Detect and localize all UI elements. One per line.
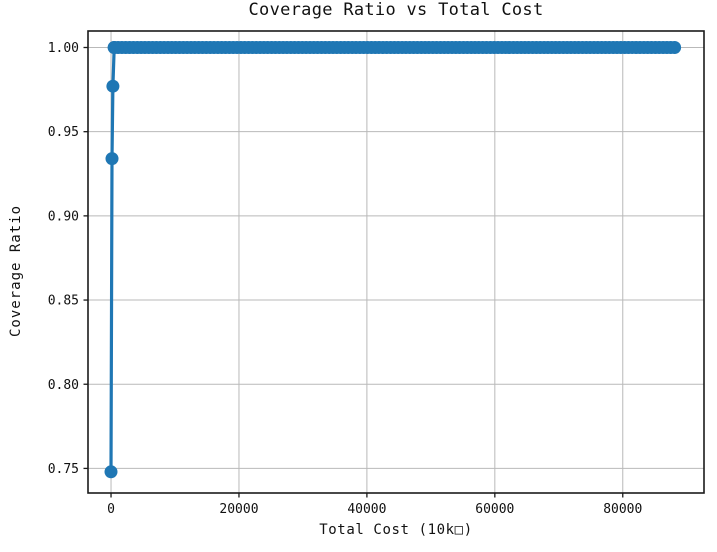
data-marker [104, 465, 118, 479]
data-marker [668, 41, 682, 54]
y-tick-label: 0.80 [48, 378, 79, 393]
x-tick-label: 60000 [475, 502, 514, 517]
y-tick-label: 0.95 [48, 125, 79, 140]
data-marker [106, 79, 120, 93]
x-tick-label: 80000 [603, 502, 642, 517]
y-axis-label: Coverage Ratio [8, 204, 24, 338]
x-axis-label: Total Cost (10k□) [319, 522, 473, 538]
y-tick-label: 1.00 [48, 41, 79, 56]
x-tick-label: 20000 [219, 502, 258, 517]
x-tick-label: 40000 [347, 502, 386, 517]
x-tick-label: 0 [107, 502, 115, 517]
chart-title: Coverage Ratio vs Total Cost [248, 0, 544, 20]
y-tick-label: 0.75 [48, 462, 79, 477]
y-tick-label: 0.85 [48, 294, 79, 309]
y-tick-label: 0.90 [48, 209, 79, 224]
data-marker [105, 152, 119, 166]
plot-area-border [87, 30, 705, 494]
data-marker [107, 41, 121, 54]
data-line [109, 45, 679, 474]
